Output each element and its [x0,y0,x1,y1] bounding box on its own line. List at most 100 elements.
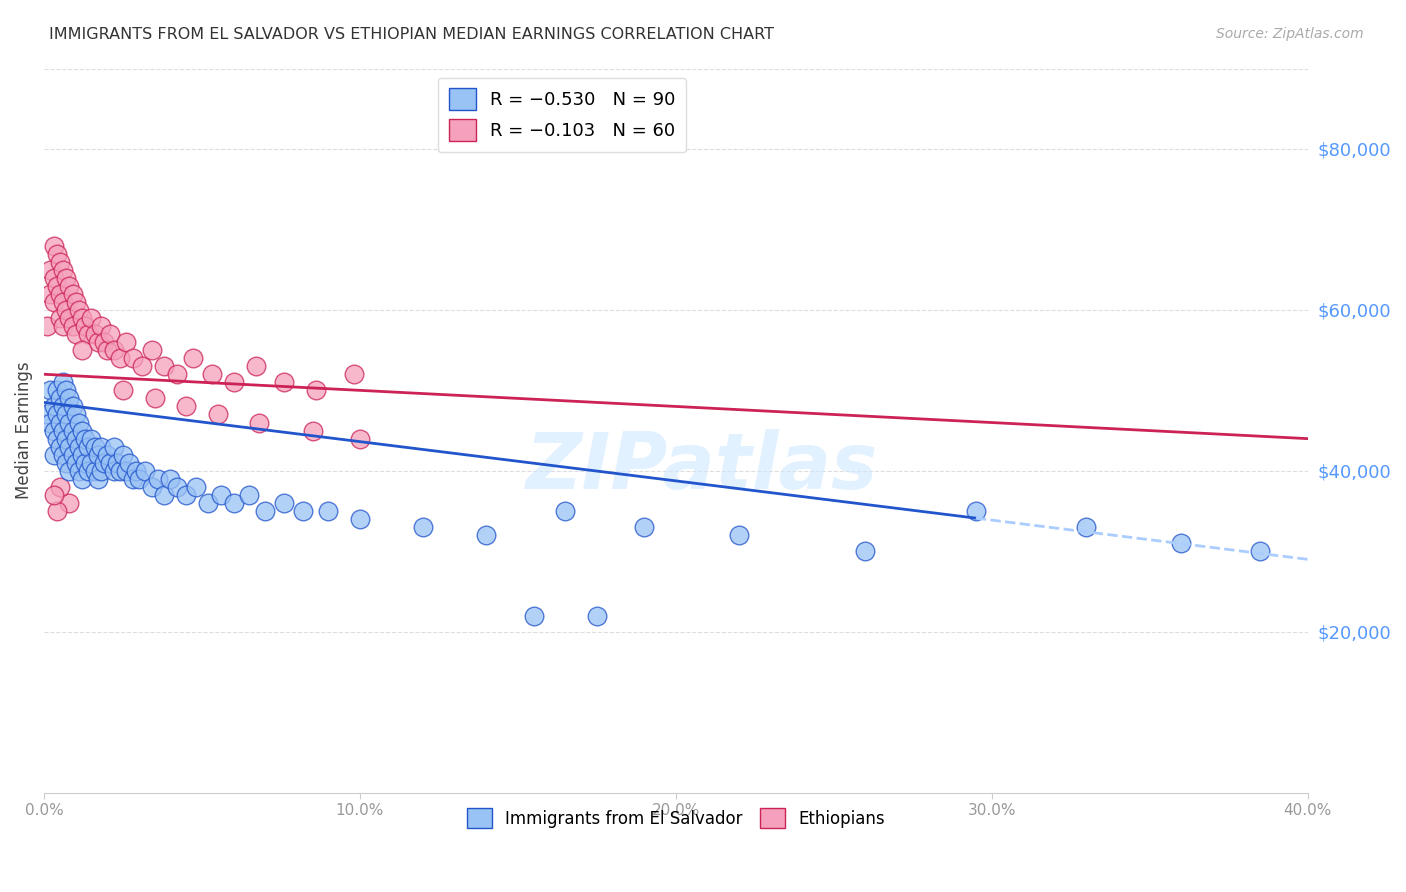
Point [65,432,87,446]
Point [153,359,176,374]
Point [65,408,87,422]
Point [1170,536,1192,550]
Point [58,278,80,293]
Point [45,408,67,422]
Point [305,384,328,398]
Point [62,424,84,438]
Point [49,392,72,406]
Point [349,432,371,446]
Point [42,488,65,502]
Point [184,480,207,494]
Point [174,488,197,502]
Point [70,448,93,462]
Point [125,464,148,478]
Point [728,528,751,542]
Point [49,416,72,430]
Point [100,456,122,470]
Point [67,416,90,430]
Point [77,440,100,454]
Point [100,326,122,341]
Point [42,270,65,285]
Point [222,496,245,510]
Point [70,472,93,486]
Point [55,270,77,285]
Point [523,608,546,623]
Point [55,302,77,317]
Point [67,440,90,454]
Point [853,544,876,558]
Point [128,472,150,486]
Point [52,262,75,277]
Point [77,326,100,341]
Point [197,496,219,510]
Point [105,456,128,470]
Point [146,472,169,486]
Point [96,448,118,462]
Point [96,343,118,358]
Point [45,384,67,398]
Point [45,432,67,446]
Point [118,456,141,470]
Point [55,384,77,398]
Point [80,310,103,325]
Point [273,496,295,510]
Text: IMMIGRANTS FROM EL SALVADOR VS ETHIOPIAN MEDIAN EARNINGS CORRELATION CHART: IMMIGRANTS FROM EL SALVADOR VS ETHIOPIAN… [49,27,775,42]
Point [37,408,59,422]
Point [52,294,75,309]
Point [39,286,62,301]
Point [90,440,112,454]
Point [65,326,87,341]
Point [49,310,72,325]
Point [49,286,72,301]
Point [318,504,340,518]
Point [166,480,188,494]
Point [90,318,112,333]
Point [75,318,97,333]
Point [58,416,80,430]
Point [222,376,245,390]
Point [90,464,112,478]
Point [349,512,371,526]
Point [42,238,65,252]
Point [70,424,93,438]
Point [58,496,80,510]
Point [586,608,609,623]
Point [39,416,62,430]
Point [1076,520,1098,534]
Point [343,368,366,382]
Point [62,400,84,414]
Point [58,440,80,454]
Point [62,286,84,301]
Point [121,351,143,366]
Point [103,343,125,358]
Point [200,368,222,382]
Point [412,520,434,534]
Legend: Immigrants from El Salvador, Ethiopians: Immigrants from El Salvador, Ethiopians [460,801,891,835]
Point [67,302,90,317]
Point [83,464,105,478]
Point [65,294,87,309]
Point [207,408,229,422]
Point [39,384,62,398]
Point [254,504,277,518]
Point [103,464,125,478]
Point [166,368,188,382]
Point [292,504,315,518]
Point [159,472,181,486]
Point [45,504,67,518]
Point [58,464,80,478]
Point [75,432,97,446]
Point [70,310,93,325]
Point [58,310,80,325]
Point [112,384,135,398]
Point [475,528,498,542]
Point [70,343,93,358]
Point [42,448,65,462]
Point [554,504,576,518]
Point [65,456,87,470]
Point [273,376,295,390]
Point [62,318,84,333]
Point [39,262,62,277]
Point [87,334,110,349]
Point [55,432,77,446]
